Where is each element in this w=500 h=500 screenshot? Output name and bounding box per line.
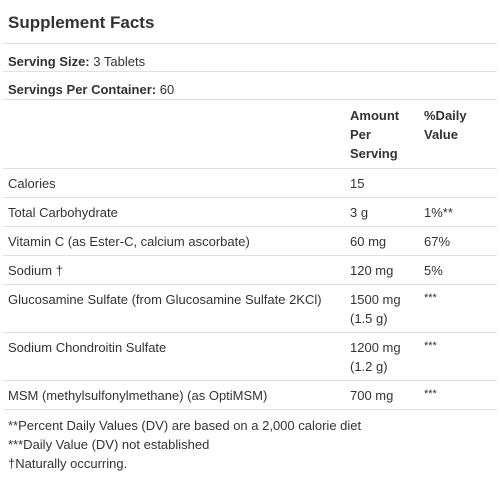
table-row: Calories 15	[3, 168, 497, 198]
dv-header-line1: %Daily	[424, 108, 467, 123]
nutrient-amount: 60 mg	[350, 226, 424, 256]
nutrient-amount: 1500 mg (1.5 g)	[350, 284, 424, 333]
footnote-dv-basis: **Percent Daily Values (DV) are based on…	[8, 417, 362, 433]
dv-header-line2: Value	[424, 127, 458, 142]
dv-marker: ***	[424, 387, 437, 400]
serving-size-value: 3 Tablets	[93, 54, 146, 69]
amount-primary: 1200 mg	[350, 339, 401, 355]
table-row: MSM (methylsulfonylmethane) (as OptiMSM)…	[3, 380, 497, 410]
nutrient-dv: 67%	[424, 226, 497, 256]
amount-secondary: (1.2 g)	[350, 358, 388, 374]
nutrient-name: Vitamin C (as Ester-C, calcium ascorbate…	[3, 226, 350, 256]
nutrient-dv: 5%	[424, 255, 497, 285]
amount-header-line3: Serving	[350, 146, 398, 161]
dv-marker: ***	[424, 339, 437, 352]
supplement-facts-panel: Supplement Facts Serving Size: 3 Tablets…	[3, 0, 497, 500]
footnote-dv-not-established: ***Daily Value (DV) not established	[8, 436, 210, 452]
nutrient-name: Sodium †	[3, 255, 350, 285]
amount-secondary: (1.5 g)	[350, 310, 388, 326]
table-row: Glucosamine Sulfate (from Glucosamine Su…	[3, 284, 497, 333]
table-row: Vitamin C (as Ester-C, calcium ascorbate…	[3, 226, 497, 256]
table-row: Sodium Chondroitin Sulfate 1200 mg (1.2 …	[3, 332, 497, 381]
column-header-name	[3, 100, 350, 169]
nutrient-amount: 3 g	[350, 197, 424, 227]
column-header-amount: Amount Per Serving	[350, 100, 424, 169]
nutrient-amount: 1200 mg (1.2 g)	[350, 332, 424, 381]
column-header-row: Amount Per Serving %Daily Value	[3, 100, 497, 169]
facts-table: Amount Per Serving %Daily Value Calories…	[3, 100, 497, 410]
footnote-naturally-occurring: †Naturally occurring.	[8, 455, 128, 471]
table-row: Sodium † 120 mg 5%	[3, 255, 497, 285]
nutrient-name: Calories	[3, 168, 350, 198]
panel-title: Supplement Facts	[3, 0, 497, 44]
nutrient-name: Total Carbohydrate	[3, 197, 350, 227]
nutrient-amount: 120 mg	[350, 255, 424, 285]
table-row: Total Carbohydrate 3 g 1%**	[3, 197, 497, 227]
nutrient-name: Sodium Chondroitin Sulfate	[3, 332, 350, 381]
nutrient-dv: ***	[424, 332, 497, 381]
servings-per-container-label: Servings Per Container:	[8, 82, 157, 97]
amount-primary: 1500 mg	[350, 291, 401, 307]
column-header-dv: %Daily Value	[424, 100, 497, 169]
amount-header-line2: Per	[350, 127, 371, 142]
servings-per-container-row: Servings Per Container: 60	[3, 72, 497, 100]
nutrient-dv: 1%**	[424, 197, 497, 227]
servings-per-container-value: 60	[159, 82, 175, 97]
footnotes: **Percent Daily Values (DV) are based on…	[3, 410, 497, 473]
amount-header-line1: Amount	[350, 108, 400, 123]
nutrient-name: Glucosamine Sulfate (from Glucosamine Su…	[3, 284, 350, 333]
nutrient-amount: 700 mg	[350, 380, 424, 410]
serving-size-row: Serving Size: 3 Tablets	[3, 44, 497, 72]
nutrient-amount: 15	[350, 168, 424, 198]
nutrient-dv	[424, 168, 497, 198]
nutrient-dv: ***	[424, 380, 497, 410]
nutrient-name: MSM (methylsulfonylmethane) (as OptiMSM)	[3, 380, 350, 410]
nutrient-dv: ***	[424, 284, 497, 333]
dv-marker: ***	[424, 291, 437, 304]
serving-size-label: Serving Size:	[8, 54, 90, 69]
